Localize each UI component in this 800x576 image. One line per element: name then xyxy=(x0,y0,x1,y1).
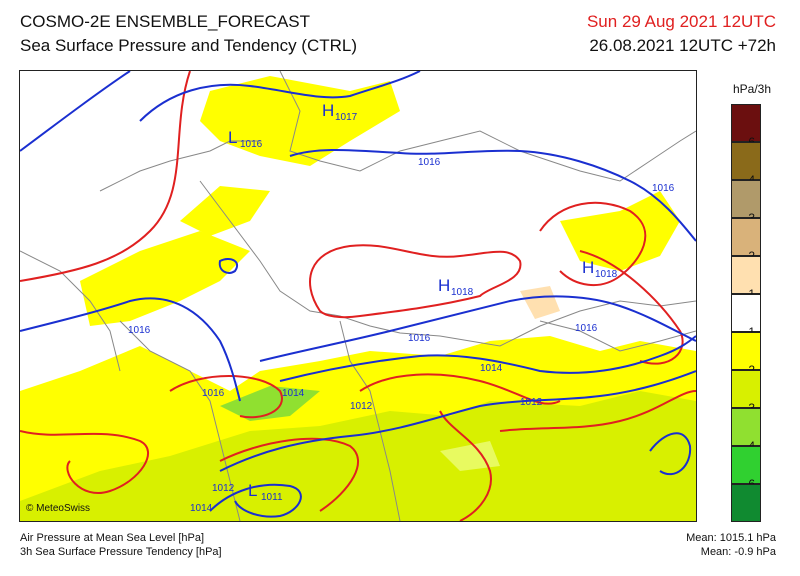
legend-swatch xyxy=(731,332,761,370)
isobar-label: 1016 xyxy=(575,323,598,334)
mean-pressure: Mean: 1015.1 hPa xyxy=(686,532,776,544)
isobar-label: 1012 xyxy=(520,397,543,408)
isobar-labels: 1016 1016 1016 1016 1016 1016 1014 1014 … xyxy=(128,157,675,514)
run-time: 26.08.2021 12UTC +72h xyxy=(589,36,776,55)
legend-swatch xyxy=(731,294,761,332)
legend-swatch xyxy=(731,370,761,408)
system-value: 1018 xyxy=(595,269,618,280)
system-letter: L xyxy=(228,128,237,147)
footer-pressure-label: Air Pressure at Mean Sea Level [hPa] xyxy=(20,532,205,544)
legend-swatch xyxy=(731,408,761,446)
isobars xyxy=(19,70,697,518)
isobar-label: 1014 xyxy=(480,363,503,374)
isobar-label: 1016 xyxy=(418,157,441,168)
map-canvas: H 1017 L 1016 H 1018 H 1018 L 1011 1016 … xyxy=(19,70,697,522)
isobar-label: 1016 xyxy=(408,333,431,344)
isobar-label: 1016 xyxy=(202,388,225,399)
legend-swatch xyxy=(731,104,761,142)
legend-swatch xyxy=(731,256,761,294)
forecast-map: H 1017 L 1016 H 1018 H 1018 L 1011 1016 … xyxy=(19,70,697,522)
system-value: 1011 xyxy=(261,492,283,503)
system-letter: H xyxy=(322,101,334,120)
borders xyxy=(19,70,697,522)
mean-tendency: Mean: -0.9 hPa xyxy=(700,546,776,558)
system-labels: H 1017 L 1016 H 1018 H 1018 L 1011 xyxy=(228,101,618,503)
legend-swatch xyxy=(731,484,761,522)
copyright-notice: © MeteoSwiss xyxy=(26,503,91,514)
legend-swatch xyxy=(731,218,761,256)
system-letter: H xyxy=(582,258,594,277)
isobar-label: 1016 xyxy=(652,183,675,194)
chart-title: COSMO-2E ENSEMBLE_FORECAST xyxy=(20,12,311,31)
isobar-label: 1012 xyxy=(350,401,373,412)
legend-swatch xyxy=(731,142,761,180)
system-letter: H xyxy=(438,276,450,295)
legend-unit: hPa/3h xyxy=(733,82,772,96)
tendency-contours xyxy=(19,70,697,522)
legend-swatch xyxy=(731,180,761,218)
footer-tendency-label: 3h Sea Surface Pressure Tendency [hPa] xyxy=(20,546,222,558)
system-letter: L xyxy=(248,481,257,500)
system-value: 1018 xyxy=(451,287,474,298)
isobar-label: 1014 xyxy=(282,388,305,399)
isobar-label: 1014 xyxy=(190,503,213,514)
system-value: 1017 xyxy=(335,112,358,123)
isobar-label: 1012 xyxy=(212,483,235,494)
legend-swatch xyxy=(731,446,761,484)
tendency-shading xyxy=(20,76,696,521)
valid-time: Sun 29 Aug 2021 12UTC xyxy=(586,12,776,31)
system-value: 1016 xyxy=(240,139,263,150)
chart-subtitle: Sea Surface Pressure and Tendency (CTRL) xyxy=(20,36,358,55)
isobar-label: 1016 xyxy=(128,325,151,336)
